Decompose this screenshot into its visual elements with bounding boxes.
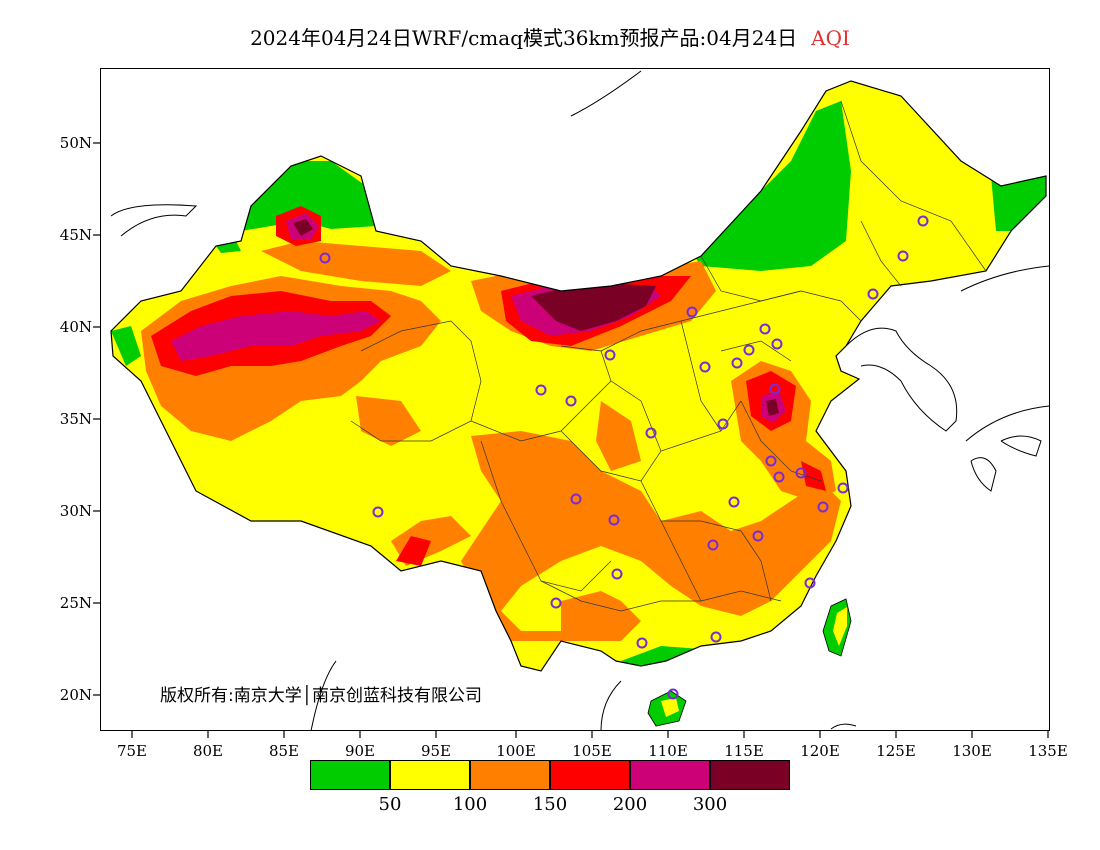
lon-label-125e: 125E: [876, 742, 916, 760]
legend-level-1: [310, 760, 390, 790]
variable-label: AQI: [811, 26, 850, 50]
lat-label-30n: 30N: [59, 502, 92, 520]
lon-label-130e: 130E: [952, 742, 992, 760]
lat-label-45n: 45N: [59, 226, 92, 244]
legend-tick-300: 300: [692, 794, 728, 815]
lat-label-25n: 25N: [59, 594, 92, 612]
lat-label-20n: 20N: [59, 686, 92, 704]
legend-tick-100: 100: [452, 794, 488, 815]
copyright-notice: 版权所有:南京大学│南京创蓝科技有限公司: [160, 686, 482, 706]
lon-label-95e: 95E: [420, 742, 452, 760]
lat-label-40n: 40N: [59, 318, 92, 336]
lon-label-115e: 115E: [724, 742, 764, 760]
lon-label-120e: 120E: [800, 742, 840, 760]
lon-label-75e: 75E: [116, 742, 148, 760]
lon-label-90e: 90E: [344, 742, 376, 760]
legend-level-5: [630, 760, 710, 790]
lat-label-35n: 35N: [59, 410, 92, 428]
title-text: 2024年04月24日WRF/cmaq模式36km预报产品:04月24日: [250, 26, 798, 50]
lon-label-110e: 110E: [648, 742, 688, 760]
legend-level-6: [710, 760, 790, 790]
lon-label-85e: 85E: [268, 742, 300, 760]
legend-tick-50: 50: [378, 794, 402, 815]
lon-label-135e: 135E: [1028, 742, 1068, 760]
aqi-map-canvas: [110, 70, 1049, 730]
lon-label-105e: 105E: [572, 742, 612, 760]
legend-level-2: [390, 760, 470, 790]
aqi-map: [100, 68, 1050, 731]
legend-level-3: [470, 760, 550, 790]
legend-tick-150: 150: [532, 794, 568, 815]
lon-label-80e: 80E: [192, 742, 224, 760]
legend-tick-200: 200: [612, 794, 648, 815]
map-title: 2024年04月24日WRF/cmaq模式36km预报产品:04月24日 AQI: [0, 22, 1100, 51]
lon-label-100e: 100E: [496, 742, 536, 760]
legend-level-4: [550, 760, 630, 790]
lat-label-50n: 50N: [59, 134, 92, 152]
